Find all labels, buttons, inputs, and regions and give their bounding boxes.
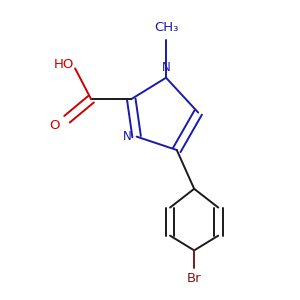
Text: CH₃: CH₃ [154, 21, 178, 34]
Text: O: O [50, 119, 60, 132]
Text: N: N [122, 130, 131, 143]
Text: Br: Br [187, 272, 202, 285]
Text: N: N [162, 61, 170, 74]
Text: HO: HO [54, 58, 74, 71]
